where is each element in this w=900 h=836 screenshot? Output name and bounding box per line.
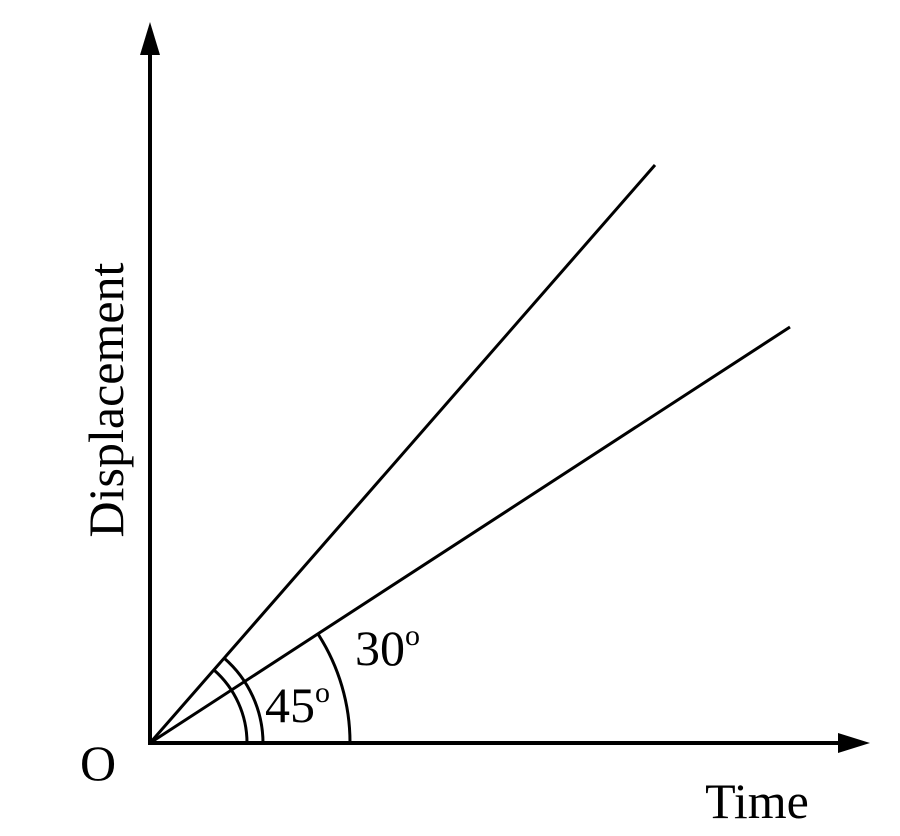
graph-lines [148,164,791,745]
angle-arc-30 [316,633,352,744]
shallow-line [149,325,791,745]
angle-arc-outer [223,656,265,744]
angle-number: 45 [265,677,315,733]
angle-degree: o [405,619,420,652]
y-axis-label: Displacement [78,262,134,537]
origin-label: O [80,735,116,791]
axes [148,45,850,745]
steep-line [148,164,657,744]
angle-degree: o [315,676,330,709]
y-arrow [140,22,160,55]
angle-label: 30o [355,619,420,676]
angle-number: 30 [355,620,405,676]
angle-arc-inner [213,668,249,744]
angle-label: 45o [265,676,330,733]
x-arrow [838,733,870,753]
x-axis-label: Time [705,773,809,829]
